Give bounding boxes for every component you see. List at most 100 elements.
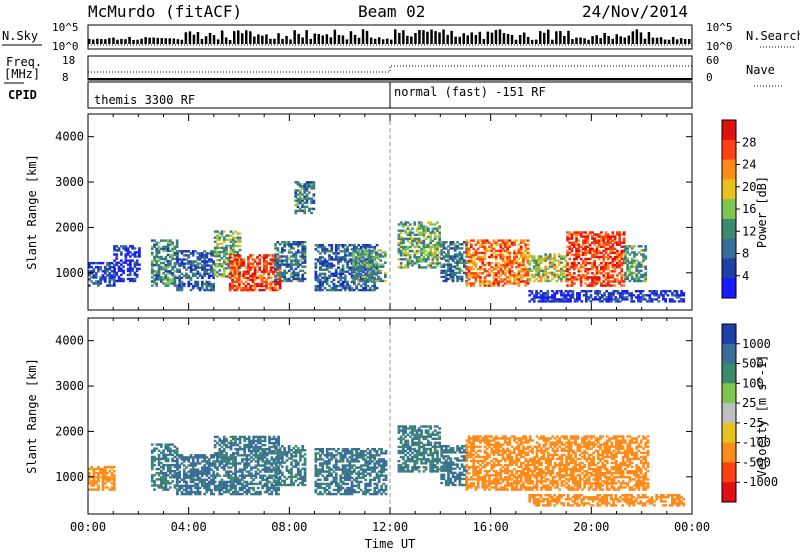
- scatter-cell: [278, 481, 282, 485]
- scatter-cell: [244, 266, 248, 269]
- scatter-cell: [451, 271, 455, 275]
- scatter-cell: [153, 259, 156, 263]
- scatter-cell: [517, 274, 521, 277]
- scatter-cell: [548, 257, 552, 260]
- scatter-cell: [612, 298, 615, 301]
- scatter-cell: [256, 270, 259, 273]
- scatter-cell: [508, 239, 512, 242]
- scatter-cell: [234, 441, 237, 445]
- scatter-cell: [644, 279, 648, 283]
- scatter-cell: [526, 274, 530, 277]
- scatter-cell: [613, 241, 617, 244]
- scatter-cell: [406, 233, 410, 236]
- scatter-cell: [492, 276, 496, 279]
- scatter-cell: [196, 488, 200, 492]
- scatter-cell: [101, 478, 105, 481]
- scatter-cell: [207, 258, 211, 261]
- scatter-cell: [245, 490, 249, 494]
- scatter-cell: [247, 262, 250, 265]
- scatter-cell: [301, 197, 304, 200]
- scatter-cell: [573, 263, 576, 267]
- scatter-cell: [244, 280, 248, 284]
- scatter-cell: [553, 257, 556, 260]
- scatter-cell: [164, 259, 168, 263]
- scatter-cell: [212, 260, 215, 263]
- scatter-cell: [444, 241, 448, 244]
- scatter-cell: [162, 239, 165, 242]
- scatter-cell: [591, 263, 594, 267]
- scatter-cell: [150, 268, 154, 271]
- scatter-cell: [411, 262, 414, 265]
- scatter-cell: [355, 284, 358, 288]
- scatter-cell: [436, 254, 439, 257]
- scatter-cell: [222, 474, 226, 477]
- scatter-cell: [99, 472, 102, 475]
- scatter-cell: [635, 269, 639, 272]
- scatter-cell: [526, 239, 530, 242]
- scatter-cell: [557, 255, 561, 258]
- scatter-cell: [205, 268, 209, 271]
- scatter-cell: [129, 251, 132, 254]
- scatter-cell: [323, 252, 327, 255]
- scatter-cell: [303, 241, 307, 244]
- scatter-cell: [562, 269, 566, 272]
- scatter-cell: [150, 449, 154, 452]
- scatter-cell: [120, 279, 123, 283]
- scatter-cell: [600, 268, 603, 271]
- scatter-cell: [542, 300, 545, 303]
- scatter-cell: [122, 261, 125, 264]
- scatter-cell: [323, 280, 327, 284]
- scatter-cell: [201, 268, 204, 271]
- scatter-cell: [584, 247, 587, 250]
- scatter-cell: [588, 249, 592, 253]
- scatter-cell: [90, 482, 93, 485]
- scatter-cell: [244, 276, 248, 280]
- scatter-cell: [150, 276, 154, 279]
- scatter-cell: [494, 241, 498, 244]
- scatter-cell: [483, 257, 487, 261]
- scatter-cell: [357, 244, 361, 247]
- scatter-cell: [339, 250, 343, 253]
- scatter-cell: [504, 259, 507, 263]
- freq-unit-label: [MHz]: [4, 67, 40, 81]
- scatter-cell: [490, 245, 494, 248]
- scatter-cell: [299, 279, 302, 283]
- scatter-cell: [227, 256, 231, 260]
- scatter-cell: [328, 262, 331, 265]
- scatter-cell: [524, 247, 528, 250]
- scatter-cell: [537, 259, 541, 262]
- scatter-cell: [614, 300, 618, 303]
- scatter-cell: [176, 260, 179, 263]
- scatter-cell: [595, 251, 599, 255]
- scatter-cell: [198, 476, 202, 479]
- scatter-cell: [539, 267, 543, 270]
- scatter-cell: [251, 262, 255, 265]
- scatter-cell: [294, 263, 298, 266]
- scatter-cell: [530, 298, 534, 301]
- scatter-cell: [673, 294, 677, 297]
- scatter-cell: [169, 282, 172, 285]
- scatter-cell: [220, 480, 224, 484]
- scatter-cell: [573, 233, 576, 236]
- scatter-cell: [633, 259, 636, 262]
- scatter-cell: [366, 288, 370, 292]
- scatter-cell: [585, 300, 588, 303]
- nsky-bar: [136, 39, 139, 44]
- scatter-cell: [397, 247, 401, 251]
- scatter-cell: [265, 256, 268, 259]
- scatter-cell: [243, 466, 246, 469]
- scatter-cell: [467, 259, 471, 263]
- scatter-cell: [276, 288, 280, 292]
- scatter-cell: [362, 266, 365, 269]
- scatter-cell: [639, 279, 643, 283]
- scatter-cell: [539, 279, 543, 283]
- scatter-cell: [218, 254, 222, 258]
- scatter-cell: [254, 452, 258, 455]
- scatter-cell: [99, 476, 102, 479]
- scatter-cell: [268, 435, 271, 439]
- scatter-cell: [584, 263, 587, 267]
- scatter-cell: [591, 231, 594, 234]
- nsky-bar: [402, 30, 405, 44]
- scatter-cell: [90, 480, 93, 483]
- scatter-cell: [370, 263, 374, 266]
